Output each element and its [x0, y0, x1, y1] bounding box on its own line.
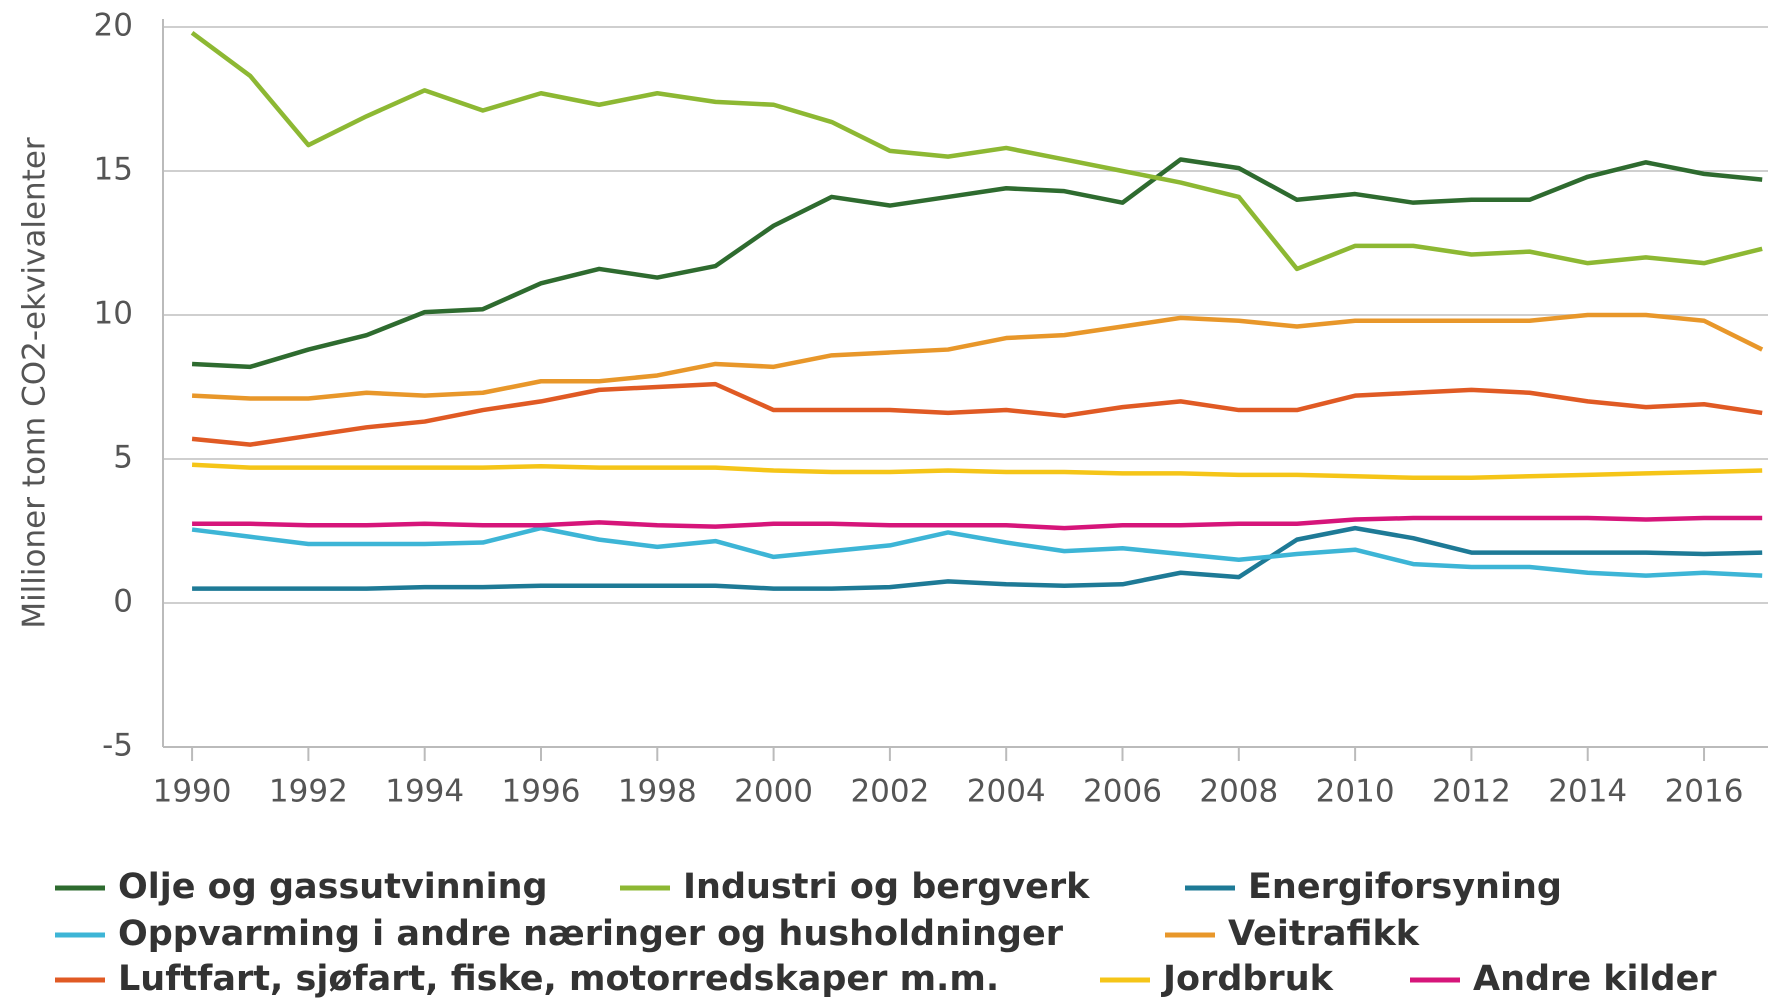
legend-label: Jordbruk	[1161, 959, 1334, 999]
x-tick-label: 2012	[1432, 774, 1511, 810]
series-line	[191, 462, 1763, 480]
legend-label: Andre kilder	[1473, 959, 1717, 999]
x-tick-label: 2008	[1199, 774, 1278, 810]
x-tick-label: 1996	[502, 774, 581, 810]
legend-label: Industri og bergverk	[683, 867, 1090, 907]
y-tick-label: 10	[94, 296, 133, 332]
x-tick-label: 1990	[153, 774, 232, 810]
x-tick-label: 2006	[1083, 774, 1162, 810]
series-line	[191, 525, 1763, 578]
x-tick-label: 1994	[385, 774, 464, 810]
y-tick-label: 5	[113, 440, 133, 476]
series-line	[191, 381, 1763, 447]
x-tick-label: 2016	[1665, 774, 1744, 810]
y-tick-label: 15	[94, 152, 133, 188]
legend-label: Energiforsyning	[1248, 867, 1562, 907]
legend-label: Luftfart, sjøfart, fiske, motorredskaper…	[118, 959, 999, 999]
legend-label: Veitrafikk	[1228, 914, 1420, 954]
x-tick-label: 2002	[850, 774, 929, 810]
legend-label: Oppvarming i andre næringer og husholdni…	[118, 914, 1064, 954]
x-tick-label: 2010	[1316, 774, 1395, 810]
x-tick-label: 2014	[1548, 774, 1627, 810]
series-line	[192, 515, 1763, 531]
x-tick-label: 1998	[618, 774, 697, 810]
y-tick-label: 0	[113, 584, 133, 620]
x-tick-label: 1992	[269, 774, 348, 810]
series-line	[192, 525, 1763, 591]
x-tick-label: 2004	[967, 774, 1046, 810]
legend-label: Olje og gassutvinning	[118, 867, 548, 907]
series-line	[191, 312, 1764, 401]
series-line	[191, 157, 1763, 370]
series-line	[190, 30, 1763, 272]
x-tick-label: 2000	[734, 774, 813, 810]
y-tick-label: -5	[102, 728, 133, 764]
y-tick-label: 20	[94, 8, 133, 44]
y-axis-label: Millioner tonn CO2-ekvivalenter	[17, 137, 53, 629]
